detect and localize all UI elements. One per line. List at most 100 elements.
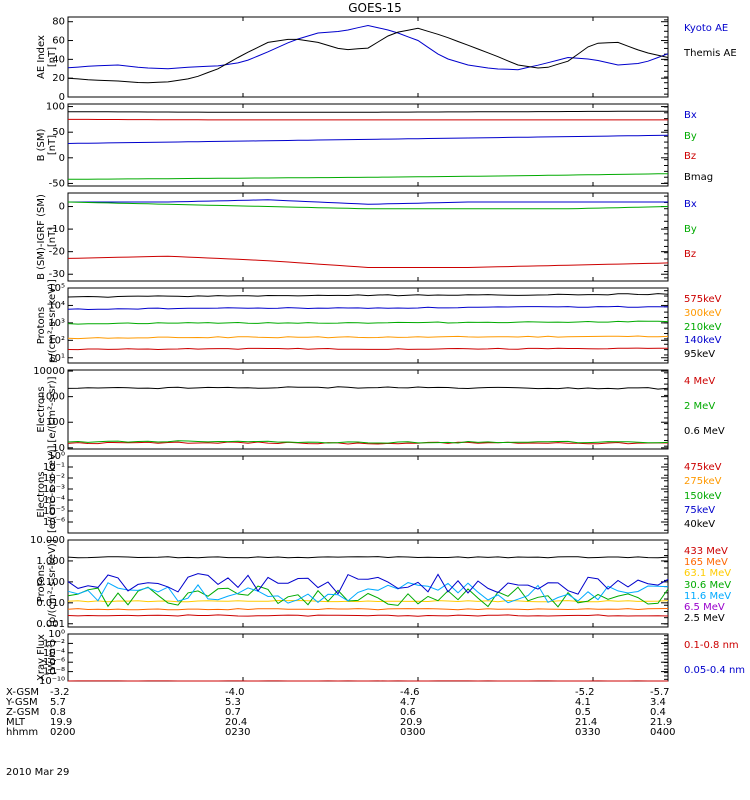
- y-tick-label: 10.000: [30, 535, 65, 546]
- footer-value: 5.7: [50, 697, 66, 708]
- series-line: [67, 440, 669, 444]
- y-tick-label: 10⁻⁴: [43, 495, 65, 506]
- legend-entry: 165 MeV: [684, 557, 728, 569]
- y-tick-label: 50: [52, 127, 65, 138]
- legend-entry: 2.5 MeV: [684, 613, 725, 624]
- series-line: [68, 118, 668, 121]
- series-line: [67, 201, 669, 210]
- y-tick-label: 10⁵: [48, 283, 65, 294]
- series-line: [67, 347, 668, 351]
- series-line: [68, 199, 668, 205]
- legend-entry: Bz: [684, 151, 697, 163]
- y-axis-label: p/(cm²-s-sr-keV)]: [47, 279, 58, 363]
- footer-value: 0.5: [575, 707, 591, 718]
- series-line: [67, 556, 669, 559]
- y-tick-label: 10⁰: [48, 451, 65, 462]
- legend-entry: 0.05-0.4 nm: [684, 665, 746, 676]
- legend-entry: 140keV: [684, 335, 722, 347]
- panel-ae: 0 20 40 60 80: [52, 16, 669, 103]
- series-line: [67, 320, 669, 325]
- footer-row-label: MLT: [6, 717, 25, 728]
- y-tick-label: 10⁻⁶: [43, 517, 65, 528]
- y-axis-label: Xray Flux: [36, 634, 47, 681]
- legend-entry: 6.5 MeV: [684, 601, 725, 613]
- footer-row-label: hhmm: [6, 727, 39, 738]
- footer-value: 21.4: [575, 717, 598, 728]
- y-tick-label: 10⁻¹⁰: [39, 676, 65, 687]
- footer-row-label: Y-GSM: [6, 697, 38, 708]
- y-tick-label: -30: [49, 269, 65, 280]
- panel-bigrf: -30 -20 -10 0: [49, 192, 669, 282]
- y-tick-label: 10²: [48, 335, 65, 346]
- legend-entry: Kyoto AE: [684, 23, 729, 34]
- series-line: [67, 134, 669, 144]
- y-tick-label: 10³: [48, 318, 65, 329]
- y-axis-label: Electrons: [36, 386, 47, 433]
- panel-electrons_mev: 10 100 1000 10000: [33, 366, 669, 454]
- legend-entry: 75keV: [684, 504, 716, 516]
- footer-value: -4.0: [225, 687, 245, 698]
- y-tick-label: 1000: [40, 392, 65, 403]
- y-tick-label: 100: [46, 417, 65, 428]
- y-tick-label: 10000: [33, 366, 65, 377]
- y-tick-label: 0.010: [36, 598, 65, 609]
- legend-entry: 4 MeV: [684, 376, 716, 387]
- y-axis-label: B (SM)-IGRF (SM): [36, 194, 47, 280]
- footer-value: 20.9: [400, 717, 423, 728]
- y-tick-label: 10⁻⁸: [43, 667, 65, 678]
- y-tick-label: 10⁻⁶: [43, 657, 65, 668]
- footer-value: 0.4: [650, 707, 666, 718]
- legend-entry: By: [684, 130, 697, 142]
- series-line: [67, 599, 669, 603]
- y-axis-label: Protons: [36, 564, 47, 603]
- series-line: [67, 585, 669, 608]
- panel-frame: [67, 16, 669, 98]
- footer-row-label: X-GSM: [6, 687, 40, 698]
- y-tick-label: 0: [59, 202, 65, 213]
- y-tick-label: 10⁻²: [43, 473, 65, 484]
- footer-value: 5.3: [225, 697, 241, 708]
- date-label: 2010 Mar 29: [6, 767, 70, 778]
- series-line: [67, 573, 669, 595]
- legend-entry: 30.6 MeV: [684, 579, 732, 591]
- y-tick-label: 0.100: [36, 577, 65, 588]
- y-tick-label: 20: [52, 73, 65, 84]
- chart-title: GOES-15: [348, 1, 402, 15]
- y-axis-label: [W/m²]: [47, 640, 58, 675]
- footer-value: -4.6: [400, 687, 420, 698]
- y-axis-label: Protons: [36, 306, 47, 345]
- y-axis-label: [e/(cm²-s-sr)]: [47, 376, 58, 443]
- y-axis-label: B (SM): [36, 128, 47, 162]
- y-axis-label: [nT]: [47, 46, 58, 68]
- footer-value: 4.1: [575, 697, 591, 708]
- y-tick-label: 80: [52, 17, 65, 28]
- footer-value: 3.4: [650, 697, 666, 708]
- y-tick-label: 40: [52, 54, 65, 65]
- y-tick-label: 10⁰: [48, 629, 65, 640]
- legend-entry: Bz: [684, 249, 697, 260]
- y-tick-label: 10: [52, 443, 65, 454]
- y-axis-label: [e/(cm²-s-sr-keV)]: [47, 445, 58, 533]
- y-tick-label: -50: [49, 178, 65, 189]
- legend-entry: Bx: [684, 199, 697, 210]
- legend-entry: 0.6 MeV: [684, 426, 725, 437]
- footer-value: 19.9: [50, 717, 73, 728]
- panel-frame: [67, 633, 669, 682]
- y-tick-label: 0: [59, 92, 65, 103]
- panel-frame: [67, 287, 669, 364]
- y-axis-label: [nT]: [47, 226, 58, 248]
- y-axis-label: [p/(cm²-s-sr-keV)]: [47, 539, 58, 627]
- series-line: [67, 27, 669, 84]
- series-line: [67, 582, 669, 604]
- series-line: [67, 24, 669, 71]
- panel-protons_kev: 10¹ 10² 10³ 10⁴ 10⁵: [48, 283, 669, 364]
- y-tick-label: -20: [49, 247, 65, 258]
- footer-row-label: Z-GSM: [6, 707, 40, 718]
- panel-frame: [67, 455, 669, 534]
- footer-value: 21.9: [650, 717, 673, 728]
- y-tick-label: 10⁻⁵: [43, 506, 65, 517]
- panel-bsm: -50 0 50 100: [46, 102, 669, 189]
- legend-entry: 95keV: [684, 349, 716, 360]
